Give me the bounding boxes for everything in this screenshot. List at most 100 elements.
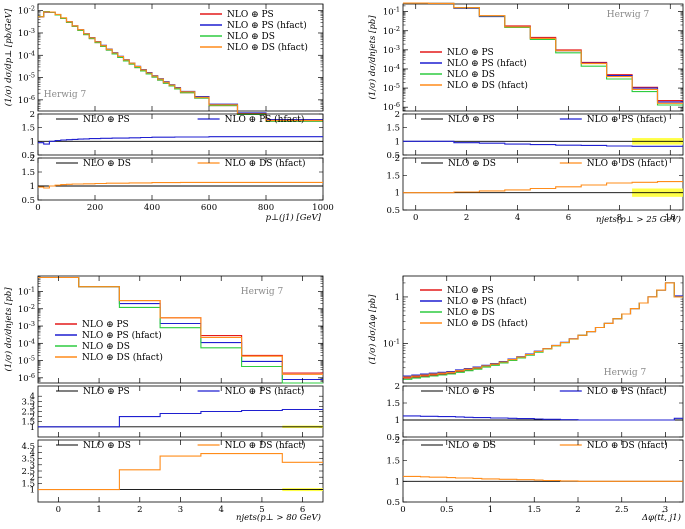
ratio-y-tick-label: 1 xyxy=(395,416,400,426)
ratio-legend-label: NLO ⊕ PS xyxy=(83,387,130,397)
y-tick-label: 10-5 xyxy=(383,82,400,94)
x-axis-title: njets(p⊥ > 80 GeV) xyxy=(236,512,321,523)
ratio-legend-label: NLO ⊕ PS xyxy=(83,115,130,125)
ratio-panel-frame xyxy=(402,385,684,438)
ratio-y-tick-label: 1.5 xyxy=(386,124,400,134)
series-line-4 xyxy=(38,11,323,121)
ratio-compare-line xyxy=(38,181,323,189)
series-line-4 xyxy=(403,282,683,378)
ratio-legend-label: NLO ⊕ PS (hfact) xyxy=(225,114,305,125)
y-axis-title: (1/σ) dσ/Δφ [pb] xyxy=(367,294,378,365)
ratio-y-tick-label: 0.5 xyxy=(21,151,35,161)
series-line-3 xyxy=(403,282,683,380)
ratio-legend-label: NLO ⊕ PS xyxy=(448,387,495,397)
y-tick-label: 10-4 xyxy=(383,63,400,75)
x-tick-label: 3 xyxy=(178,505,183,515)
y-tick-label: 10-2 xyxy=(383,25,400,37)
ratio-y-tick-label: 1 xyxy=(30,182,35,192)
ratio-y-tick-label: 1 xyxy=(395,137,400,147)
ratio-y-tick-label: 0.5 xyxy=(386,206,400,216)
ratio-legend-label: NLO ⊕ PS (hfact) xyxy=(225,386,305,397)
y-tick-label: 10-3 xyxy=(18,320,35,332)
legend-label: NLO ⊕ DS (hfact) xyxy=(227,42,308,53)
x-tick-label: 1 xyxy=(96,505,101,515)
y-tick-label: 10-3 xyxy=(18,27,35,39)
main-panel-frame xyxy=(402,3,684,112)
ratio-compare-line xyxy=(38,408,323,428)
generator-label: Herwig 7 xyxy=(44,90,87,100)
ratio-y-tick-label: 3 xyxy=(30,461,35,471)
ratio-y-tick-label: 2.5 xyxy=(21,467,35,477)
generator-label: Herwig 7 xyxy=(607,10,650,20)
x-tick-label: 6 xyxy=(300,505,305,515)
ratio-y-tick-label: 4.5 xyxy=(21,442,35,452)
x-tick-label: 200 xyxy=(87,203,103,213)
ratio-legend-label: NLO ⊕ PS xyxy=(448,115,495,125)
ratio-y-tick-label: 0.5 xyxy=(386,498,400,508)
legend-label: NLO ⊕ PS (hfact) xyxy=(447,296,527,307)
ratio-y-tick-label: 1 xyxy=(30,137,35,147)
x-tick-label: 2 xyxy=(464,213,469,223)
legend-label: NLO ⊕ DS xyxy=(82,342,130,352)
legend-label: NLO ⊕ DS (hfact) xyxy=(447,80,528,91)
ratio-legend-label: NLO ⊕ DS (hfact) xyxy=(587,440,668,451)
ratio-y-tick-label: 1 xyxy=(30,486,35,496)
ratio-y-tick-label: 2 xyxy=(395,436,400,446)
x-tick-label: 800 xyxy=(258,203,274,213)
x-tick-label: 0 xyxy=(413,213,418,223)
y-tick-label: 10-5 xyxy=(18,72,35,84)
ratio-y-tick-label: 1 xyxy=(395,477,400,487)
ratio-legend-label: NLO ⊕ DS (hfact) xyxy=(225,158,306,169)
x-tick-label: 4 xyxy=(219,505,224,515)
ratio-y-tick-label: 4 xyxy=(30,392,35,402)
ratio-legend-label: NLO ⊕ DS xyxy=(448,159,496,169)
x-tick-label: 8 xyxy=(617,213,622,223)
x-axis-title: Δφ(tt̄, j1) xyxy=(641,511,681,523)
legend-label: NLO ⊕ DS xyxy=(447,308,495,318)
x-tick-label: 0 xyxy=(400,505,405,515)
ratio-y-tick-label: 1.5 xyxy=(21,168,35,178)
ratio-compare-line xyxy=(38,453,323,491)
ratio-panel-frame xyxy=(37,113,324,156)
y-tick-label: 10-3 xyxy=(383,44,400,56)
main-panel-frame xyxy=(402,275,684,384)
x-tick-label: 1000 xyxy=(312,203,334,213)
ratio-legend-label: NLO ⊕ DS (hfact) xyxy=(225,440,306,451)
ratio-y-tick-label: 2 xyxy=(395,382,400,392)
x-tick-label: 0 xyxy=(35,203,40,213)
ratio-legend-label: NLO ⊕ DS (hfact) xyxy=(587,158,668,169)
y-tick-label: 10-5 xyxy=(18,355,35,367)
x-axis-title: njets(p⊥ > 25 GeV) xyxy=(596,214,681,225)
legend-label: NLO ⊕ PS xyxy=(447,48,494,58)
ratio-y-tick-label: 3.5 xyxy=(21,397,35,407)
x-tick-label: 2 xyxy=(575,505,580,515)
x-tick-label: 0 xyxy=(56,505,61,515)
ratio-y-tick-label: 1.5 xyxy=(21,479,35,489)
ratio-legend-label: NLO ⊕ PS (hfact) xyxy=(587,114,667,125)
ratio-legend-label: NLO ⊕ DS xyxy=(83,441,131,451)
series-line-4 xyxy=(38,276,323,375)
x-tick-label: 1 xyxy=(488,505,493,515)
y-tick-label: 10-1 xyxy=(383,6,400,18)
y-axis-title: (1/σ) dσ/dp⊥ [pb/GeV] xyxy=(3,8,14,106)
x-tick-label: 0.5 xyxy=(440,505,454,515)
ratio-compare-line xyxy=(403,140,683,147)
ratio-y-tick-label: 1.5 xyxy=(21,418,35,428)
ratio-y-tick-label: 0.5 xyxy=(386,151,400,161)
ratio-compare-line xyxy=(403,415,683,421)
ratio-compare-line xyxy=(403,181,683,194)
ratio-y-tick-label: 2 xyxy=(395,110,400,120)
legend-label: NLO ⊕ PS (hfact) xyxy=(82,330,162,341)
y-tick-label: 10-4 xyxy=(18,49,35,61)
ratio-compare-line xyxy=(403,475,683,482)
legend-label: NLO ⊕ PS xyxy=(227,10,274,20)
series-line-1 xyxy=(403,282,683,379)
generator-label: Herwig 7 xyxy=(241,287,284,297)
ratio-y-tick-label: 2 xyxy=(395,154,400,164)
ratio-y-tick-label: 0.5 xyxy=(21,196,35,206)
ratio-y-tick-label: 2 xyxy=(30,413,35,423)
